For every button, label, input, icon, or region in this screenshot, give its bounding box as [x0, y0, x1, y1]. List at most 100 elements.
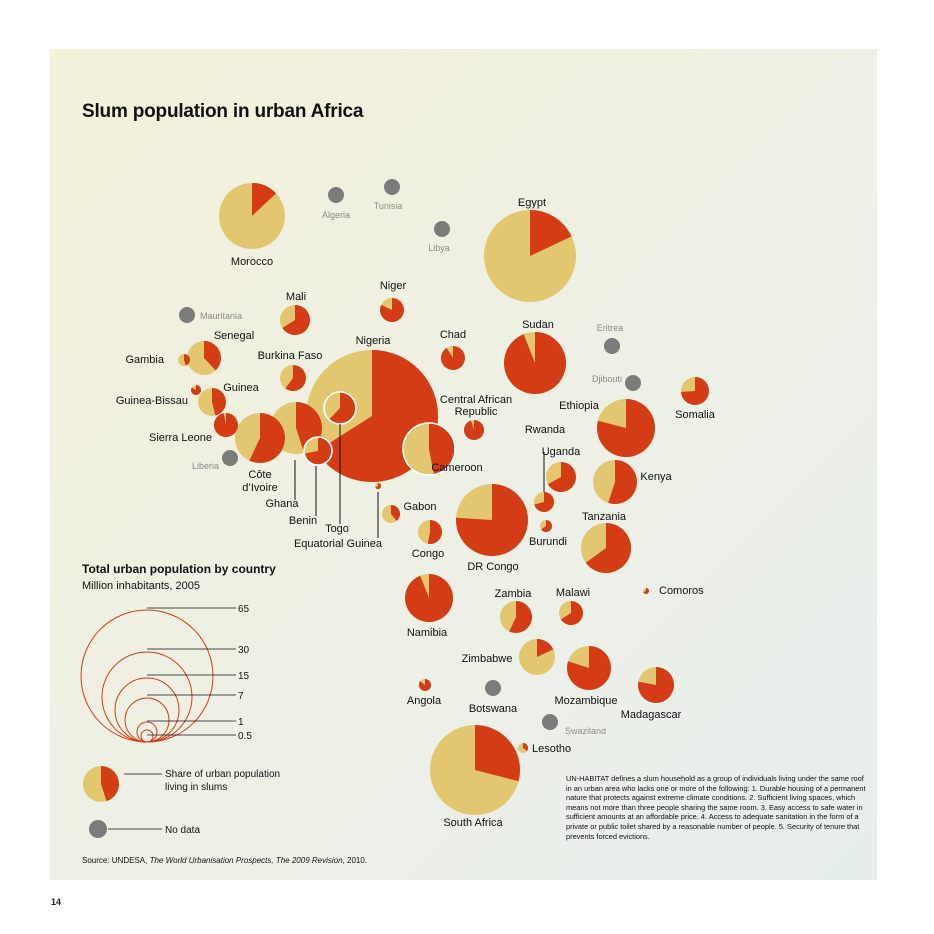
- bubble-cameroon: [402, 422, 456, 476]
- legend-ring-2: [114, 677, 180, 743]
- slum-slice-guinea-bissau: [191, 384, 202, 395]
- label-zambia: Zambia: [495, 588, 533, 600]
- no-data-dot-djibouti: [625, 375, 641, 391]
- label-zimbabwe: Zimbabwe: [462, 653, 513, 665]
- label-namibia: Namibia: [407, 627, 448, 639]
- slum-slice-zimbabwe: [537, 639, 554, 657]
- legend-ring-label-1: 30: [238, 645, 250, 656]
- slum-slice-sudan: [504, 332, 567, 394]
- bubble-togo: [323, 391, 357, 425]
- slum-slice-gabon: [391, 505, 400, 521]
- legend-ring-label-5: 0.5: [238, 731, 252, 742]
- label-benin: Benin: [289, 515, 317, 527]
- bubble-south-africa: [430, 725, 521, 815]
- bubble-central-african-republic: [464, 420, 485, 440]
- label-guinea: Guinea: [223, 382, 259, 394]
- label-senegal: Senegal: [214, 330, 254, 342]
- label-niger: Niger: [380, 280, 407, 292]
- legend-ring-label-4: 1: [238, 717, 244, 728]
- label-ethiopia: Ethiopia: [559, 400, 600, 412]
- slum-slice-chad: [441, 346, 466, 370]
- label-gabon: Gabon: [403, 501, 436, 513]
- slum-slice-burkina-faso: [285, 365, 306, 391]
- country-labels: Morocco Algeria Tunisia Libya Egypt Mauritani…: [116, 197, 716, 829]
- bubble-malawi: [559, 601, 584, 625]
- bubble-gabon: [382, 505, 400, 523]
- slum-slice-comoros: [643, 588, 650, 595]
- bubble-somalia: [681, 377, 710, 406]
- label-libya: Libya: [428, 243, 450, 253]
- bubble-niger: [379, 298, 404, 323]
- label-republic: Republic: [455, 406, 498, 418]
- bubble-zambia: [500, 601, 532, 633]
- bubble-egypt: [484, 210, 576, 302]
- label-south-africa: South Africa: [443, 817, 503, 829]
- slum-slice-madagascar: [638, 667, 675, 703]
- bubble-uganda: [546, 462, 577, 492]
- label-c-te: Côte: [248, 469, 271, 481]
- definition-note: UN-HABITAT defines a slum household as a…: [566, 774, 866, 841]
- legend-no-data-label: No data: [165, 825, 200, 836]
- label-tanzania: Tanzania: [582, 511, 627, 523]
- legend-subtitle: Million inhabitants, 2005: [82, 580, 201, 592]
- slum-slice-zambia: [509, 601, 532, 633]
- slum-slice-sierra-leone: [213, 413, 238, 437]
- no-data-dot-algeria: [328, 187, 344, 203]
- no-data-dot-eritrea: [604, 338, 620, 354]
- slum-slice-mali: [282, 305, 311, 335]
- label-nigeria: Nigeria: [356, 335, 392, 347]
- slum-slice-rwanda: [534, 492, 554, 513]
- label-central-african: Central African: [440, 394, 512, 406]
- label-uganda: Uganda: [542, 446, 581, 458]
- slum-slice-ethiopia: [596, 399, 655, 457]
- legend-ring-label-2: 15: [238, 671, 250, 682]
- legend-ring-5: [140, 729, 154, 743]
- slum-slice-kenya: [608, 460, 638, 504]
- label-tunisia: Tunisia: [374, 201, 403, 211]
- legend-share-label-1: Share of urban population: [165, 769, 280, 780]
- label-mozambique: Mozambique: [555, 695, 618, 707]
- legend-share-label-2: living in slums: [165, 782, 227, 793]
- bubble-burundi: [540, 519, 553, 532]
- slum-slice-dr-congo: [455, 484, 528, 557]
- slum-slice-lesotho: [523, 743, 529, 751]
- bubble-congo: [418, 520, 442, 544]
- legend-ring-4: [136, 721, 158, 743]
- slum-slice-burundi: [541, 519, 553, 532]
- bubble-outline-benin: [303, 436, 333, 466]
- slum-slice-togo: [329, 392, 357, 425]
- bubble-guinea: [198, 388, 226, 416]
- label-burundi: Burundi: [529, 536, 567, 548]
- legend-no-data-dot: [89, 820, 107, 838]
- label-burkina-faso: Burkina Faso: [258, 350, 323, 362]
- label-botswana: Botswana: [469, 703, 518, 715]
- bubble-comoros: [643, 588, 650, 595]
- bubble-lesotho: [518, 743, 529, 753]
- bubble-ethiopia: [596, 399, 655, 457]
- bubble-gambia: [178, 353, 191, 366]
- no-data-dot-mauritania: [179, 307, 195, 323]
- label-mali: Mali: [286, 291, 306, 303]
- bubble-burkina-faso: [280, 365, 306, 391]
- slum-slice-gambia: [184, 353, 191, 366]
- bubble-tanzania: [581, 523, 631, 573]
- slum-slice-egypt: [530, 210, 572, 256]
- slum-slice-uganda: [547, 462, 577, 492]
- bubble-sudan: [504, 332, 567, 394]
- bubble-senegal: [187, 341, 222, 375]
- label-comoros: Comoros: [659, 585, 704, 597]
- bubble-c-te-d-ivoire: [235, 413, 286, 464]
- label-angola: Angola: [407, 695, 442, 707]
- bubble-angola: [419, 679, 432, 691]
- label-malawi: Malawi: [556, 587, 590, 599]
- bubble-sierra-leone: [213, 413, 238, 437]
- no-data-dot-swaziland: [542, 714, 558, 730]
- bubble-guinea-bissau: [191, 384, 202, 395]
- slum-slice-benin: [304, 437, 333, 465]
- bubble-dr-congo: [455, 484, 528, 557]
- source-title: The World Urbanisation Prospects, The 20…: [149, 856, 343, 865]
- slum-slice-c-te-d-ivoire: [249, 413, 286, 464]
- slum-slice-senegal: [204, 341, 222, 371]
- slum-slice-guinea: [212, 388, 226, 416]
- label-kenya: Kenya: [640, 471, 672, 483]
